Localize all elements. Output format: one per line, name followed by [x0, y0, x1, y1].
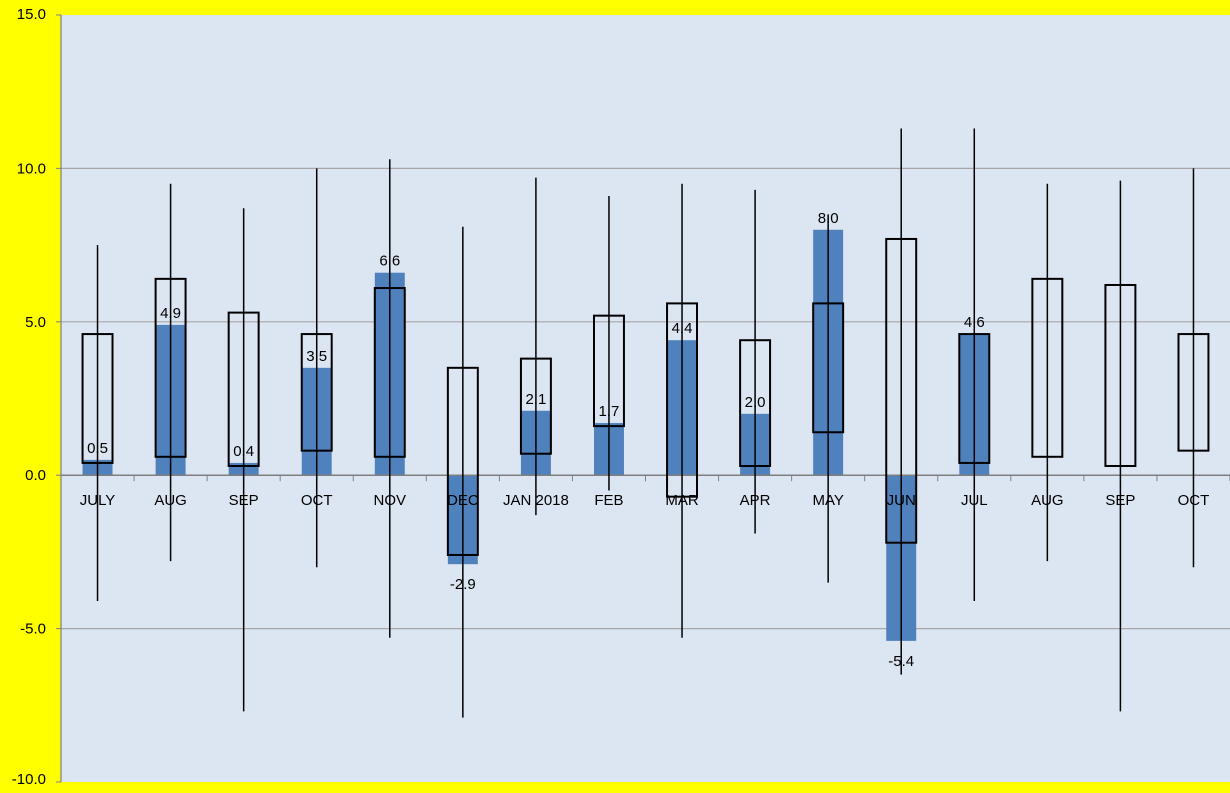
box	[739, 339, 772, 467]
data-label: 1.7	[599, 403, 620, 420]
data-label: 2.0	[745, 394, 766, 411]
y-tick-label: -10.0	[12, 771, 46, 788]
data-label: 6.6	[379, 253, 400, 270]
x-tick-label: APR	[740, 492, 771, 509]
x-tick-label: JUL	[961, 492, 988, 509]
x-tick-label: JAN 2018	[503, 492, 569, 509]
box	[1031, 277, 1064, 458]
data-label: 3.5	[306, 348, 327, 365]
gridlines	[61, 167, 1230, 630]
box	[373, 287, 406, 458]
x-tick-label: OCT	[301, 492, 333, 509]
data-label: 4.9	[160, 305, 181, 322]
x-tick-label: DEC	[447, 492, 479, 509]
box	[592, 314, 625, 428]
y-tick-label: 10.0	[17, 160, 46, 177]
data-label: 0.5	[87, 440, 108, 457]
data-label: 0.4	[233, 443, 254, 460]
box	[1104, 283, 1137, 467]
box	[812, 302, 845, 434]
y-tick-label: 15.0	[17, 6, 46, 23]
data-label: 8.0	[818, 210, 839, 227]
x-tick-label: AUG	[1031, 492, 1064, 509]
box	[227, 311, 260, 467]
data-label: 4.6	[964, 314, 985, 331]
y-tick-label: 0.0	[25, 467, 46, 484]
x-tick-label: FEB	[594, 492, 623, 509]
axes: 15.0 10.0 5.0 0.0 -5.0 -10.0	[12, 6, 1230, 788]
x-tick-label: JULY	[80, 492, 116, 509]
box	[666, 302, 699, 498]
x-tick-label: SEP	[1105, 492, 1135, 509]
plot-area	[61, 15, 1230, 782]
box	[81, 333, 114, 464]
data-label: -2.9	[450, 576, 476, 593]
box	[519, 357, 552, 455]
box	[300, 333, 333, 452]
x-tick-label: MAY	[812, 492, 843, 509]
box	[154, 277, 187, 458]
y-tick-label: 5.0	[25, 314, 46, 331]
x-tick-label: JUN	[887, 492, 916, 509]
labels: JULY AUG SEP OCT NOV DEC JAN 2018 FEB MAR APR MAY J…	[80, 210, 1210, 670]
box	[1177, 333, 1210, 452]
box	[885, 237, 918, 544]
x-tick-label: AUG	[154, 492, 187, 509]
data-label: 4.4	[672, 320, 693, 337]
boxes	[81, 128, 1210, 718]
x-tick-label: NOV	[374, 492, 407, 509]
x-tick-label: SEP	[229, 492, 259, 509]
box	[446, 366, 479, 556]
x-tick-label: MAR	[665, 492, 699, 509]
y-tick-label: -5.0	[20, 621, 46, 638]
data-label: 2.1	[525, 391, 546, 408]
box	[958, 333, 991, 464]
x-tick-label: OCT	[1178, 492, 1210, 509]
data-label: -5.4	[888, 653, 914, 670]
